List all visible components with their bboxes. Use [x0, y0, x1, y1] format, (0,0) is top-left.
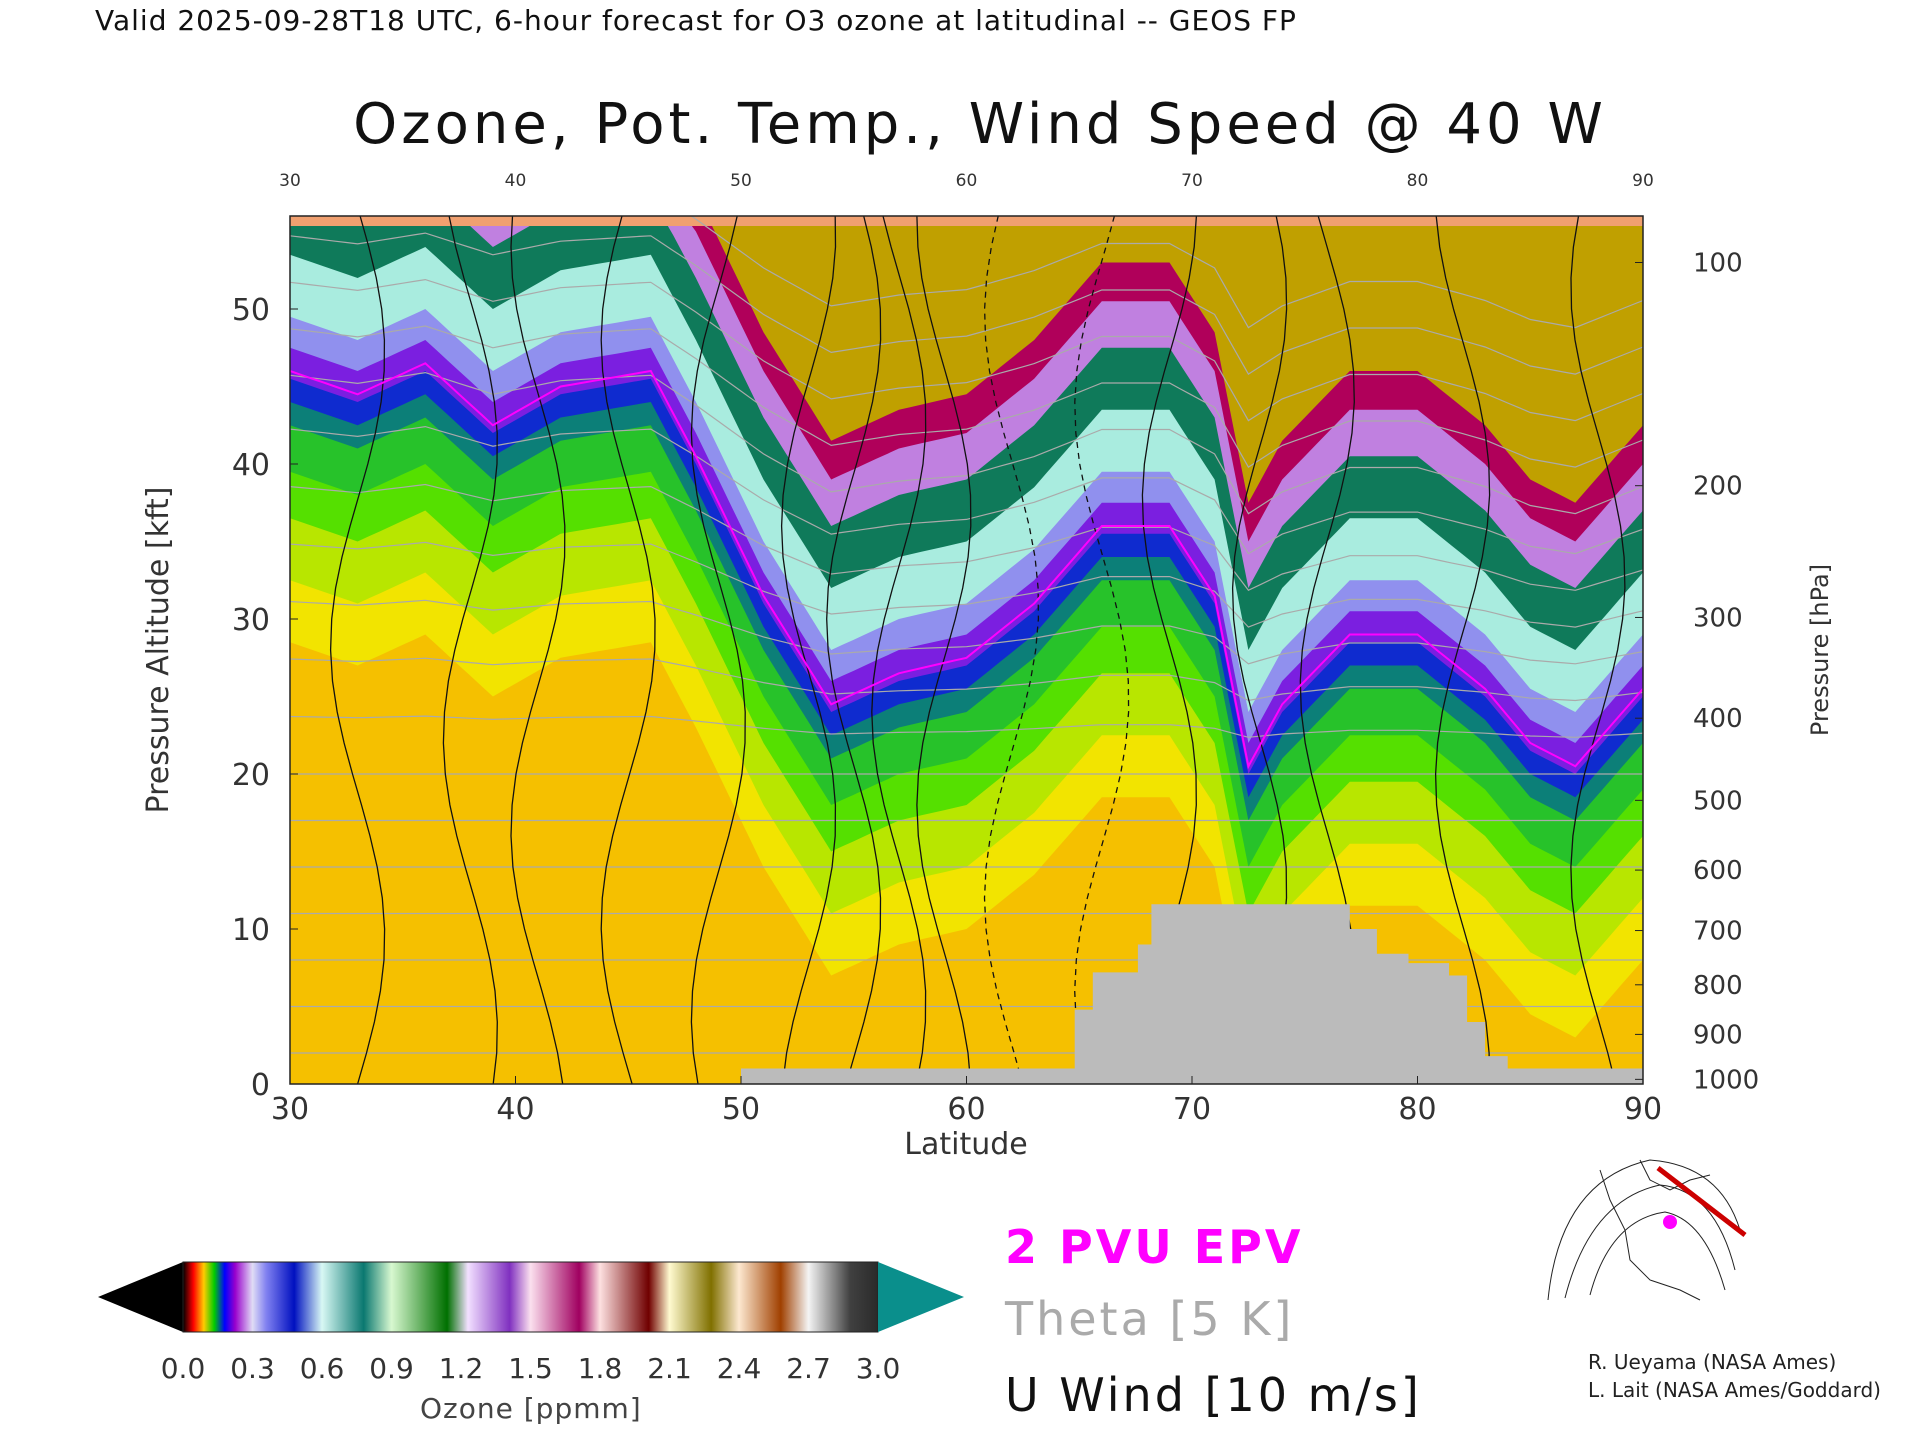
location-marker [1663, 1215, 1677, 1229]
x-top-tick-label: 60 [956, 171, 978, 191]
x-tick-label: 70 [1173, 1092, 1211, 1127]
wind-contour [983, 216, 1040, 1084]
theta-contour [290, 371, 1643, 515]
theta-contour [690, 216, 1643, 329]
colorbar-tick-label: 1.8 [578, 1352, 623, 1385]
x-tick-label: 60 [947, 1092, 985, 1127]
legend-theta: Theta [5 K] [1005, 1292, 1295, 1346]
pressure-tick-label: 300 [1693, 603, 1743, 633]
y-axis-label: Pressure Altitude [kft] [141, 487, 176, 814]
x-top-tick-label: 40 [505, 171, 527, 191]
colorbar-high-arrow [878, 1262, 964, 1332]
colorbar-tick-label: 2.7 [786, 1352, 831, 1385]
axis-ticks: 3030404050506060707080809090010203040501… [232, 171, 1759, 1127]
wind-contour [1570, 216, 1626, 1084]
theta-contour [290, 599, 1643, 665]
colorbar-tick-label: 3.0 [856, 1352, 901, 1385]
colorbar-tick-label: 0.3 [230, 1352, 275, 1385]
y-tick-label: 20 [232, 758, 270, 793]
wind-contour [690, 216, 746, 1084]
colorbar-tick-label: 0.0 [161, 1352, 206, 1385]
colorbar-tick-label: 2.4 [717, 1352, 762, 1385]
colorbar-tick-label: 2.1 [647, 1352, 692, 1385]
validity-header: Valid 2025-09-28T18 UTC, 6-hour forecast… [95, 4, 1297, 37]
section-track [1656, 1166, 1747, 1237]
pressure-tick-label: 500 [1693, 786, 1743, 816]
x-top-tick-label: 30 [279, 171, 301, 191]
x-top-tick-label: 90 [1632, 171, 1654, 191]
x-tick-label: 30 [271, 1092, 309, 1127]
chart-title: Ozone, Pot. Temp., Wind Speed @ 40 W [353, 92, 1607, 157]
wind-contour [510, 216, 566, 1084]
pressure-tick-label: 200 [1693, 472, 1743, 502]
wind-contour [871, 216, 927, 1084]
wind-contour [442, 216, 498, 1084]
epv-2pvu-line [290, 362, 1643, 770]
x-top-tick-label: 50 [730, 171, 752, 191]
x-tick-label: 80 [1398, 1092, 1436, 1127]
wind-contour [329, 216, 386, 1084]
y-tick-label: 50 [232, 293, 270, 328]
wind-contour [1074, 216, 1130, 1084]
x-axis-label: Latitude [904, 1127, 1027, 1162]
wind-contour [780, 216, 837, 1084]
colorbar: 0.0 0.3 0.6 0.9 1.2 1.5 1.8 2.1 2.4 2.7 3.0 [98, 1261, 964, 1385]
colorbar-bar [182, 1261, 879, 1333]
x-top-tick-label: 80 [1407, 171, 1429, 191]
terrain-mask [741, 904, 1643, 1084]
wind-contour [826, 216, 882, 1084]
x-tick-label: 40 [496, 1092, 534, 1127]
wind-contours [329, 216, 1626, 1084]
theta-contour [290, 483, 1643, 592]
y-tick-label: 10 [232, 913, 270, 948]
theta-contour [290, 715, 1643, 738]
credit-line-1: R. Ueyama (NASA Ames) [1588, 1350, 1837, 1374]
theta-contour [290, 425, 1643, 555]
ozone-band-2.3 [290, 216, 1643, 503]
x-tick-label: 50 [722, 1092, 760, 1127]
y-tick-label: 40 [232, 448, 270, 483]
theta-contour [290, 232, 1643, 375]
wind-contour [600, 216, 656, 1084]
pressure-tick-label: 100 [1693, 249, 1743, 279]
y2-axis-label: Pressure [hPa] [1806, 564, 1834, 736]
wind-contour [916, 216, 972, 1084]
wind-contour [1434, 216, 1491, 1084]
legend-epv: 2 PVU EPV [1005, 1220, 1304, 1274]
colorbar-label: Ozone [ppmm] [420, 1392, 642, 1425]
y-tick-label: 30 [232, 603, 270, 638]
colorbar-tick-label: 0.6 [300, 1352, 345, 1385]
x-tick-label: 90 [1624, 1092, 1662, 1127]
colorbar-tick-label: 1.2 [439, 1352, 484, 1385]
pressure-tick-label: 700 [1693, 917, 1743, 947]
colorbar-tick-label: 0.9 [369, 1352, 414, 1385]
y-tick-label: 0 [251, 1068, 270, 1103]
pressure-tick-label: 900 [1693, 1020, 1743, 1050]
pressure-tick-label: 1000 [1693, 1065, 1759, 1095]
pressure-tick-label: 600 [1693, 856, 1743, 886]
x-top-tick-label: 70 [1181, 171, 1203, 191]
colorbar-low-arrow [98, 1262, 183, 1332]
ozone-band-top [290, 216, 1643, 226]
pressure-tick-label: 800 [1693, 971, 1743, 1001]
theta-contour [290, 657, 1643, 702]
location-inset-map [1544, 1155, 1747, 1305]
theta-contour [290, 541, 1643, 628]
credit-line-2: L. Lait (NASA Ames/Goddard) [1588, 1378, 1881, 1402]
colorbar-tick-label: 1.5 [508, 1352, 553, 1385]
legend-uwind: U Wind [10 m/s] [1005, 1368, 1422, 1422]
theta-contour [290, 325, 1643, 468]
pressure-tick-label: 400 [1693, 704, 1743, 734]
